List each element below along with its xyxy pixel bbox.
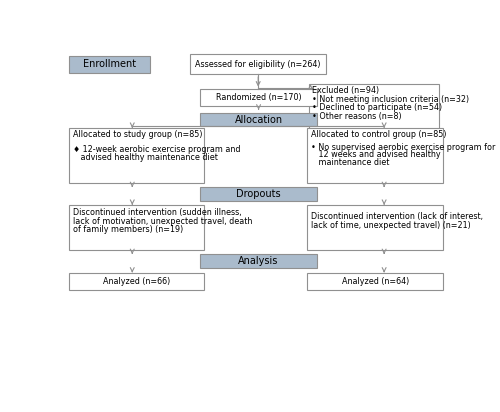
Text: • Not meeting inclusion criteria (n=32): • Not meeting inclusion criteria (n=32) [312,95,469,104]
Text: Allocated to control group (n=85): Allocated to control group (n=85) [312,131,447,139]
FancyBboxPatch shape [200,89,316,106]
FancyBboxPatch shape [190,54,326,74]
Text: Discontinued intervention (lack of interest,: Discontinued intervention (lack of inter… [312,212,484,221]
Text: of family members) (n=19): of family members) (n=19) [72,225,183,234]
Text: Enrollment: Enrollment [83,59,136,69]
Text: Allocated to study group (n=85): Allocated to study group (n=85) [72,131,202,139]
FancyBboxPatch shape [308,205,443,250]
FancyBboxPatch shape [68,273,204,290]
Text: Excluded (n=94): Excluded (n=94) [312,86,379,95]
FancyBboxPatch shape [200,254,316,268]
Text: • No supervised aerobic exercise program for: • No supervised aerobic exercise program… [312,143,496,152]
FancyBboxPatch shape [68,205,204,250]
Text: Randomized (n=170): Randomized (n=170) [216,94,302,103]
Text: • Declined to participate (n=54): • Declined to participate (n=54) [312,103,442,112]
FancyBboxPatch shape [200,187,316,201]
FancyBboxPatch shape [68,56,150,73]
Text: Analyzed (n=66): Analyzed (n=66) [103,277,170,286]
Text: Allocation: Allocation [234,115,282,124]
Text: Assessed for eligibility (n=264): Assessed for eligibility (n=264) [196,60,321,68]
Text: lack of motivation, unexpected travel, death: lack of motivation, unexpected travel, d… [72,217,252,226]
Text: • Other reasons (n=8): • Other reasons (n=8) [312,112,402,121]
Text: 12 weeks and advised healthy: 12 weeks and advised healthy [312,150,441,159]
Text: Analysis: Analysis [238,256,279,266]
Text: Dropouts: Dropouts [236,189,281,199]
Text: Discontinued intervention (sudden illness,: Discontinued intervention (sudden illnes… [72,208,241,217]
FancyBboxPatch shape [200,112,316,126]
FancyBboxPatch shape [309,84,439,132]
FancyBboxPatch shape [308,273,443,290]
Text: advised healthy maintenance diet: advised healthy maintenance diet [72,153,218,162]
Text: Analyzed (n=64): Analyzed (n=64) [342,277,409,286]
Text: lack of time, unexpected travel) (n=21): lack of time, unexpected travel) (n=21) [312,220,471,229]
Text: maintenance diet: maintenance diet [312,158,390,167]
FancyBboxPatch shape [308,128,443,183]
Text: ♦ 12-week aerobic exercise program and: ♦ 12-week aerobic exercise program and [72,145,240,154]
FancyBboxPatch shape [68,128,204,183]
